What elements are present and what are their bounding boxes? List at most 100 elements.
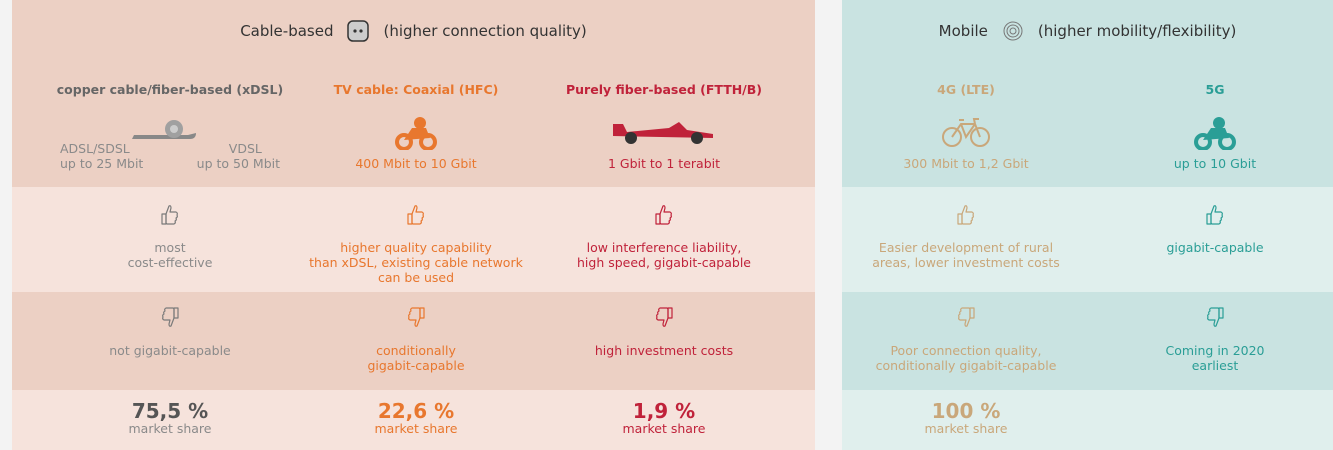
panel-header: Cable-based (higher connection quality)	[12, 20, 815, 42]
market-share: 22,6 %	[286, 400, 546, 422]
pros-line: areas, lower investment costs	[836, 255, 1096, 270]
thumb-up	[160, 204, 180, 230]
column-icon-graphic	[130, 117, 210, 143]
column-icon	[394, 116, 438, 154]
panel: Mobile(higher mobility/flexibility)4G (L…	[842, 0, 1333, 450]
thumb-up	[1205, 204, 1225, 230]
thumb-up-graphic	[406, 204, 426, 226]
panel-header: Mobile (higher mobility/flexibility)	[842, 20, 1333, 42]
speed: 400 Mbit to 10 Gbit	[286, 156, 546, 171]
speed-line: 300 Mbit to 1,2 Gbit	[903, 156, 1028, 171]
cons-line: high investment costs	[534, 343, 794, 358]
row-band	[842, 292, 1333, 390]
speed: 1 Gbit to 1 terabit	[534, 156, 794, 171]
speed-line: VDSL	[197, 141, 280, 156]
panel-subtitle: (higher connection quality)	[383, 22, 586, 40]
pros-line: low interference liability,	[534, 240, 794, 255]
market-share-label: market share	[534, 421, 794, 436]
pros-line: higher quality capability	[286, 240, 546, 255]
thumb-down-graphic	[160, 306, 180, 328]
market-share: 1,9 %	[534, 400, 794, 422]
cons-line: conditionally gigabit-capable	[836, 358, 1096, 373]
speed-line: ADSL/SDSL	[60, 141, 143, 156]
column-icon-graphic	[394, 116, 438, 150]
pros-line: gigabit-capable	[1085, 240, 1333, 255]
cons: Poor connection quality,conditionally gi…	[836, 343, 1096, 373]
speed-block: 300 Mbit to 1,2 Gbit	[903, 156, 1028, 171]
thumb-down	[956, 306, 976, 332]
speed-block: 1 Gbit to 1 terabit	[608, 156, 720, 171]
cons-line: gigabit-capable	[286, 358, 546, 373]
panel-subtitle: (higher mobility/flexibility)	[1038, 22, 1236, 40]
column-icon-graphic	[941, 116, 991, 148]
thumb-up-graphic	[654, 204, 674, 226]
header-icon	[347, 20, 369, 42]
thumb-up-graphic	[160, 204, 180, 226]
thumb-down	[160, 306, 180, 332]
market-share-label: market share	[286, 421, 546, 436]
thumb-down-graphic	[654, 306, 674, 328]
thumb-down	[654, 306, 674, 332]
pros-line: high speed, gigabit-capable	[534, 255, 794, 270]
column-name: copper cable/fiber-based (xDSL)	[40, 82, 300, 97]
column-name: Purely fiber-based (FTTH/B)	[534, 82, 794, 97]
cons-line: conditionally	[286, 343, 546, 358]
pros: low interference liability,high speed, g…	[534, 240, 794, 270]
speed-line: up to 50 Mbit	[197, 156, 280, 171]
pros-line: cost-effective	[40, 255, 300, 270]
pros-line: most	[40, 240, 300, 255]
market-share: 100 %	[836, 400, 1096, 422]
cons-line: earliest	[1085, 358, 1333, 373]
cons-line: not gigabit-capable	[40, 343, 300, 358]
column-name: 5G	[1085, 82, 1333, 97]
speed-block: 400 Mbit to 10 Gbit	[355, 156, 476, 171]
speed-line: up to 25 Mbit	[60, 156, 143, 171]
thumb-down	[406, 306, 426, 332]
speed-line: 400 Mbit to 10 Gbit	[355, 156, 476, 171]
thumb-up-graphic	[956, 204, 976, 226]
pros-line: than xDSL, existing cable network	[286, 255, 546, 270]
header-icon	[1002, 20, 1024, 42]
speed-block: up to 10 Gbit	[1174, 156, 1256, 171]
thumb-down	[1205, 306, 1225, 332]
market-share-label: market share	[836, 421, 1096, 436]
thumb-up	[654, 204, 674, 230]
thumb-down-graphic	[956, 306, 976, 328]
cons-line: Coming in 2020	[1085, 343, 1333, 358]
speed: up to 10 Gbit	[1085, 156, 1333, 171]
header-icon-graphic	[1002, 20, 1024, 42]
cons: not gigabit-capable	[40, 343, 300, 358]
pros: gigabit-capable	[1085, 240, 1333, 255]
column-icon	[609, 116, 719, 150]
cons: high investment costs	[534, 343, 794, 358]
speed: 300 Mbit to 1,2 Gbit	[836, 156, 1096, 171]
column-name: 4G (LTE)	[836, 82, 1096, 97]
market-share: 75,5 %	[40, 400, 300, 422]
column-icon-graphic	[609, 116, 719, 146]
thumb-up	[406, 204, 426, 230]
cons-line: Poor connection quality,	[836, 343, 1096, 358]
speed-line: up to 10 Gbit	[1174, 156, 1256, 171]
header-icon-graphic	[347, 20, 369, 42]
column-name: TV cable: Coaxial (HFC)	[286, 82, 546, 97]
column-icon	[941, 116, 991, 152]
speed-line: 1 Gbit to 1 terabit	[608, 156, 720, 171]
market-share-label: market share	[40, 421, 300, 436]
thumb-up	[956, 204, 976, 230]
infographic: Cable-based (higher connection quality) co…	[0, 0, 1333, 450]
thumb-up-graphic	[1205, 204, 1225, 226]
pros: Easier development of ruralareas, lower …	[836, 240, 1096, 270]
pros-line: can be used	[286, 270, 546, 285]
panel: Cable-based (higher connection quality) co…	[12, 0, 815, 450]
thumb-down-graphic	[406, 306, 426, 328]
panel-title: Cable-based	[240, 22, 333, 40]
pros-line: Easier development of rural	[836, 240, 1096, 255]
panel-title: Mobile	[939, 22, 988, 40]
